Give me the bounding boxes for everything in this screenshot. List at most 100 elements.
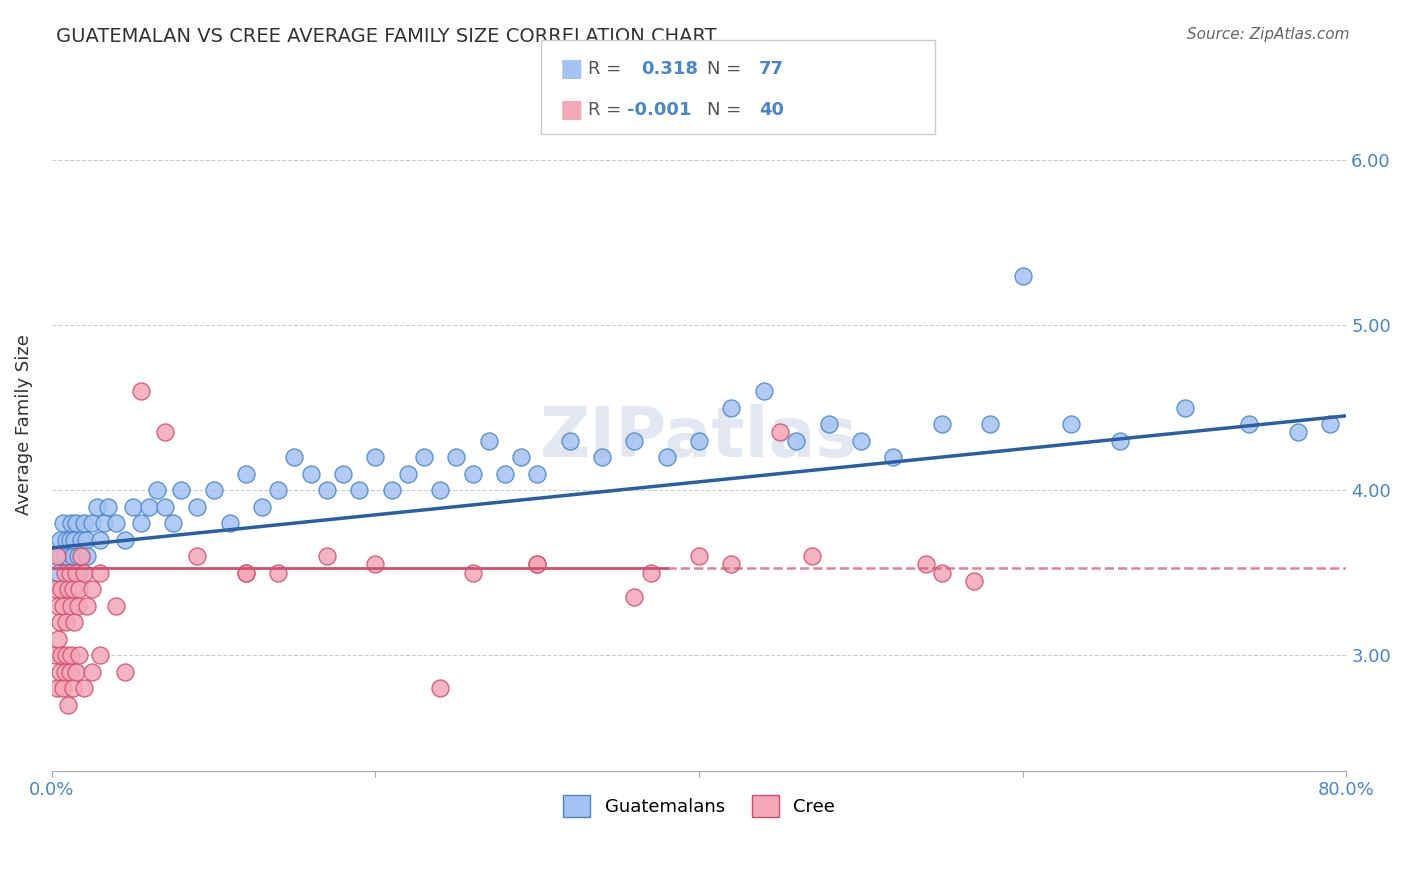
Point (73, 516, 96, 530)
Point (186, 500, 208, 514)
Text: 0.318: 0.318 (641, 60, 699, 78)
Point (67, 648, 90, 662)
Point (97, 500, 120, 514)
Point (623, 434, 645, 448)
Point (62, 582, 84, 596)
Point (785, 434, 807, 448)
Y-axis label: Average Family Size: Average Family Size (15, 334, 32, 515)
Point (801, 549, 824, 563)
Point (76, 549, 98, 563)
Point (52, 681, 75, 695)
Legend: Guatemalans, Cree: Guatemalans, Cree (555, 788, 842, 824)
Point (58, 533, 80, 547)
Point (45, 681, 67, 695)
Point (170, 483, 193, 497)
Point (51, 582, 73, 596)
Point (882, 450, 904, 464)
Point (93, 516, 115, 530)
Point (1060, 417, 1083, 431)
Point (461, 467, 484, 481)
Point (1011, 268, 1033, 283)
Point (364, 558, 387, 572)
Point (688, 434, 710, 448)
Text: GUATEMALAN VS CREE AVERAGE FAMILY SIZE CORRELATION CHART: GUATEMALAN VS CREE AVERAGE FAMILY SIZE C… (56, 27, 717, 45)
Point (56, 566, 79, 580)
Point (53, 549, 76, 563)
Point (381, 483, 404, 497)
Point (267, 483, 290, 497)
Point (65, 665, 87, 679)
Point (67, 582, 90, 596)
Point (526, 467, 548, 481)
Point (218, 516, 240, 530)
Point (429, 681, 451, 695)
Point (51, 549, 73, 563)
Point (153, 500, 176, 514)
Point (82, 516, 104, 530)
Text: Source: ZipAtlas.com: Source: ZipAtlas.com (1187, 27, 1350, 42)
Point (129, 384, 152, 398)
Point (49, 615, 72, 629)
Point (526, 558, 548, 572)
Point (45, 549, 67, 563)
Point (413, 450, 436, 464)
Point (66, 599, 89, 613)
Point (105, 599, 128, 613)
Text: ZIPatlas: ZIPatlas (540, 404, 858, 472)
Point (250, 500, 273, 514)
Point (86, 500, 108, 514)
Point (623, 591, 645, 605)
Point (510, 450, 533, 464)
Point (73, 566, 96, 580)
Point (53, 566, 76, 580)
Point (70, 533, 93, 547)
Point (49, 665, 72, 679)
Point (931, 566, 953, 580)
Point (364, 450, 387, 464)
Point (235, 566, 257, 580)
Text: 40: 40 (759, 101, 785, 119)
Point (121, 500, 143, 514)
Point (478, 434, 501, 448)
Point (70, 549, 93, 563)
Point (461, 566, 484, 580)
Text: N =: N = (707, 60, 747, 78)
Point (51, 648, 73, 662)
Point (202, 483, 225, 497)
Point (129, 516, 152, 530)
Point (591, 450, 613, 464)
Point (44, 648, 66, 662)
Text: -0.001: -0.001 (627, 101, 692, 119)
Point (105, 516, 128, 530)
Text: R =: R = (588, 60, 627, 78)
Point (63, 615, 86, 629)
Point (56, 582, 79, 596)
Point (640, 566, 662, 580)
Point (396, 467, 419, 481)
Point (55, 615, 77, 629)
Point (62, 549, 84, 563)
Point (299, 467, 322, 481)
Point (720, 401, 742, 415)
Point (146, 483, 169, 497)
Point (82, 665, 104, 679)
Point (446, 450, 468, 464)
Point (114, 533, 136, 547)
Point (1108, 434, 1130, 448)
Point (1174, 401, 1197, 415)
Point (46, 599, 69, 613)
Point (347, 483, 370, 497)
Point (53, 665, 76, 679)
Point (979, 417, 1001, 431)
Point (315, 549, 337, 563)
Point (655, 450, 678, 464)
Point (162, 516, 184, 530)
Point (235, 566, 257, 580)
Point (558, 434, 581, 448)
Point (89, 533, 111, 547)
Point (235, 467, 257, 481)
Text: N =: N = (707, 101, 747, 119)
Point (752, 384, 775, 398)
Point (1286, 425, 1309, 440)
Point (52, 599, 75, 613)
